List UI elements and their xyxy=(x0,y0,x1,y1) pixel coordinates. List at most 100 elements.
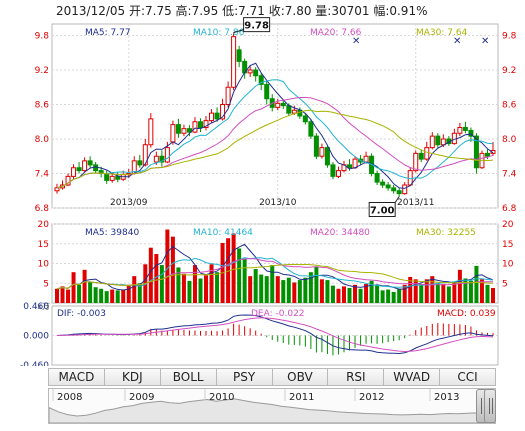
volume-bar[interactable] xyxy=(430,276,435,303)
candle[interactable] xyxy=(175,118,181,138)
tab-psy[interactable]: PSY xyxy=(216,368,273,386)
volume-bar[interactable] xyxy=(248,276,253,303)
volume-bar[interactable] xyxy=(292,282,297,303)
candle[interactable] xyxy=(192,117,198,134)
volume-bar[interactable] xyxy=(380,290,385,303)
candle[interactable] xyxy=(137,155,143,168)
volume-bar[interactable] xyxy=(369,280,374,303)
event-marker-icon[interactable]: ✕ xyxy=(352,36,360,47)
volume-bar[interactable] xyxy=(115,290,120,303)
candle[interactable] xyxy=(264,81,270,105)
candle[interactable] xyxy=(374,170,380,185)
candle[interactable] xyxy=(71,164,77,180)
volume-bar[interactable] xyxy=(198,278,203,303)
volume-bar[interactable] xyxy=(419,284,424,303)
candle[interactable] xyxy=(203,116,209,131)
candle[interactable] xyxy=(82,157,88,173)
volume-bar[interactable] xyxy=(126,284,131,303)
volume-bar[interactable] xyxy=(286,277,291,303)
volume-bar[interactable] xyxy=(264,276,269,303)
candle[interactable] xyxy=(181,124,187,137)
volume-bar[interactable] xyxy=(99,288,104,303)
volume-bar[interactable] xyxy=(192,265,197,303)
volume-bar[interactable] xyxy=(110,289,115,303)
volume-bar[interactable] xyxy=(364,284,369,303)
volume-bar[interactable] xyxy=(121,289,126,303)
volume-bar[interactable] xyxy=(435,283,440,303)
candle[interactable] xyxy=(170,120,176,145)
candle[interactable] xyxy=(236,45,242,68)
candle[interactable] xyxy=(142,139,148,167)
volume-bar[interactable] xyxy=(259,274,264,303)
volume-bar[interactable] xyxy=(71,272,76,303)
volume-bar[interactable] xyxy=(319,279,324,303)
volume-bar[interactable] xyxy=(148,247,153,303)
volume-bar[interactable] xyxy=(242,258,247,303)
candle[interactable] xyxy=(214,107,220,122)
volume-bar[interactable] xyxy=(204,275,209,303)
candle[interactable] xyxy=(385,182,391,191)
volume-bar[interactable] xyxy=(402,284,407,303)
candle[interactable] xyxy=(302,113,308,125)
candle[interactable] xyxy=(148,113,154,148)
tab-kdj[interactable]: KDJ xyxy=(104,368,161,386)
candle[interactable] xyxy=(209,109,215,123)
volume-bar[interactable] xyxy=(336,288,341,303)
volume-bar[interactable] xyxy=(275,276,280,303)
event-marker-icon[interactable]: ✕ xyxy=(453,36,461,47)
tab-macd[interactable]: MACD xyxy=(48,368,105,386)
volume-panel[interactable]: 20 20 15 15 10 10 5 5 x万 MA5: 39840 MA10: 41464 MA2… xyxy=(37,220,513,311)
candle[interactable] xyxy=(159,150,165,167)
candle[interactable] xyxy=(435,133,441,148)
candle[interactable] xyxy=(473,133,479,174)
candle[interactable] xyxy=(380,179,386,188)
volume-bar[interactable] xyxy=(397,288,402,303)
volume-bar[interactable] xyxy=(104,291,109,303)
volume-bar[interactable] xyxy=(77,284,82,303)
volume-bar[interactable] xyxy=(132,276,137,303)
volume-bar[interactable] xyxy=(325,280,330,303)
tab-boll[interactable]: BOLL xyxy=(160,368,217,386)
candle[interactable] xyxy=(479,150,485,169)
volume-bar[interactable] xyxy=(237,248,242,303)
volume-bar[interactable] xyxy=(60,286,65,303)
candle[interactable] xyxy=(330,162,336,180)
price-panel[interactable]: 9.8 9.8 9.2 9.2 8.6 8.6 8.0 8.0 7.4 7.4 6.8 6.8 2013… xyxy=(35,17,517,217)
volume-bar[interactable] xyxy=(187,280,192,303)
volume-bar[interactable] xyxy=(154,254,159,303)
volume-bar[interactable] xyxy=(170,236,175,303)
candle[interactable] xyxy=(324,144,330,168)
event-marker-icon[interactable]: ✕ xyxy=(481,36,489,47)
navigator-right-handle[interactable] xyxy=(484,389,496,423)
volume-bar[interactable] xyxy=(413,279,418,303)
candle[interactable] xyxy=(308,118,314,139)
volume-bar[interactable] xyxy=(474,265,479,303)
volume-bar[interactable] xyxy=(165,229,170,303)
volume-bar[interactable] xyxy=(452,282,457,303)
volume-bar[interactable] xyxy=(353,284,358,303)
volume-bar[interactable] xyxy=(137,283,142,303)
volume-bar[interactable] xyxy=(209,264,214,303)
volume-bar[interactable] xyxy=(281,280,286,303)
volume-bar[interactable] xyxy=(270,265,275,303)
volume-bar[interactable] xyxy=(341,286,346,303)
volume-bar[interactable] xyxy=(88,281,93,303)
candle[interactable] xyxy=(418,149,424,162)
tab-wvad[interactable]: WVAD xyxy=(384,368,441,386)
volume-bar[interactable] xyxy=(463,278,468,303)
volume-bar[interactable] xyxy=(441,284,446,303)
candle[interactable] xyxy=(429,132,435,150)
volume-bar[interactable] xyxy=(215,272,220,303)
tab-obv[interactable]: OBV xyxy=(272,368,329,386)
volume-bar[interactable] xyxy=(226,238,231,303)
volume-bar[interactable] xyxy=(375,284,380,303)
volume-bar[interactable] xyxy=(66,289,71,303)
volume-bar[interactable] xyxy=(330,285,335,303)
candle[interactable] xyxy=(335,166,341,179)
candle[interactable] xyxy=(247,65,253,77)
candle[interactable] xyxy=(253,67,259,82)
candle[interactable] xyxy=(65,173,71,187)
candle[interactable] xyxy=(424,141,430,161)
candle[interactable] xyxy=(186,125,192,137)
volume-bar[interactable] xyxy=(303,277,308,303)
